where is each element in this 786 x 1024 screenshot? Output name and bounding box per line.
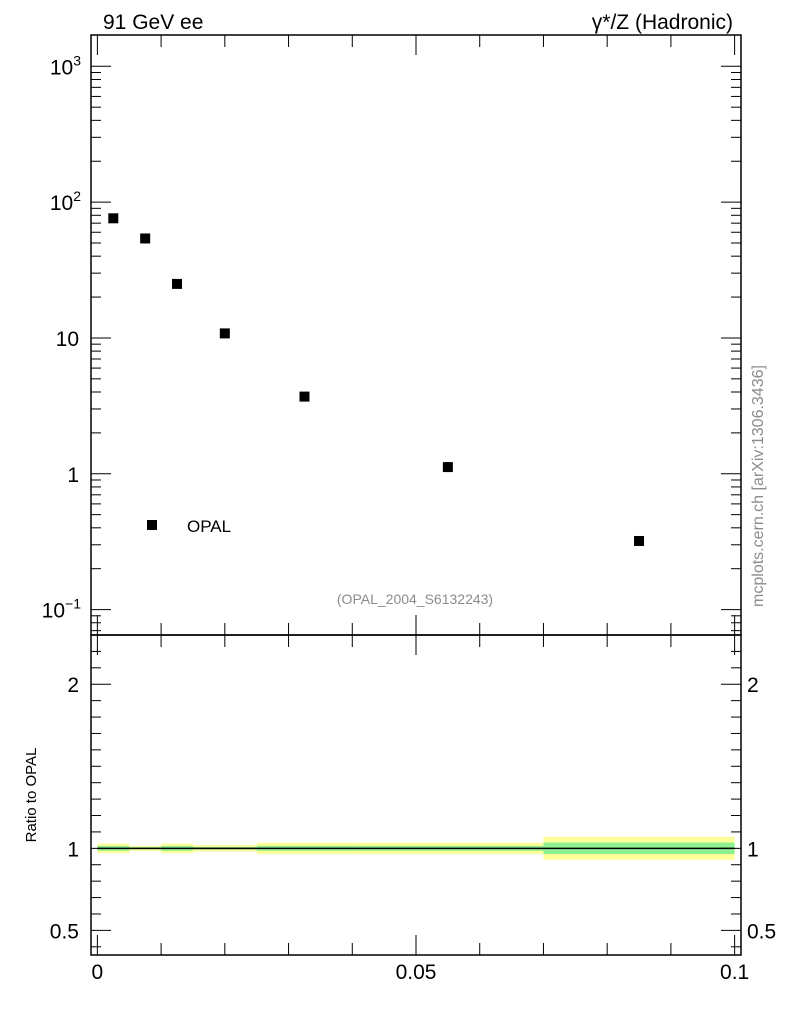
tick-labels: 10−1 1 10 102 103 0 0.05 0.1 0.5 0.5 1 1 2 2: [42, 52, 777, 984]
tick-label: 10: [56, 328, 79, 351]
tick-label: 10−1: [42, 596, 82, 623]
tick-label: 0.5: [50, 920, 79, 943]
ratio-y-axis-label: Ratio to OPAL: [23, 748, 40, 843]
tick-label: 0.5: [747, 920, 776, 943]
tick-label: 2: [67, 674, 79, 697]
data-point: [219, 328, 230, 339]
ratio-plot-frame: [90, 634, 742, 956]
tick-label: 1: [747, 838, 759, 861]
header-right-label: γ*/Z (Hadronic): [592, 11, 733, 34]
tick-label: 1: [67, 464, 79, 487]
tick-label: 0: [92, 961, 104, 984]
legend-marker: [147, 520, 157, 530]
side-label: mcplots.cern.ch [arXiv:1306.3436]: [750, 365, 767, 607]
data-point: [442, 462, 453, 473]
tick-label: 1: [67, 838, 79, 861]
axis-ticks: [91, 35, 741, 955]
tick-label: 102: [50, 188, 81, 215]
data-point: [140, 233, 151, 244]
data-point: [634, 535, 645, 546]
data-point: [108, 213, 119, 224]
header-left-label: 91 GeV ee: [103, 11, 203, 34]
tick-label: 2: [747, 674, 759, 697]
analysis-label: (OPAL_2004_S6132243): [337, 591, 493, 607]
tick-label: 0.1: [720, 961, 749, 984]
data-points: [108, 213, 645, 546]
data-point: [172, 278, 183, 289]
tick-label: 0.05: [396, 961, 437, 984]
legend-label: OPAL: [187, 517, 231, 536]
data-point: [299, 391, 310, 402]
tick-label: 103: [50, 52, 81, 79]
